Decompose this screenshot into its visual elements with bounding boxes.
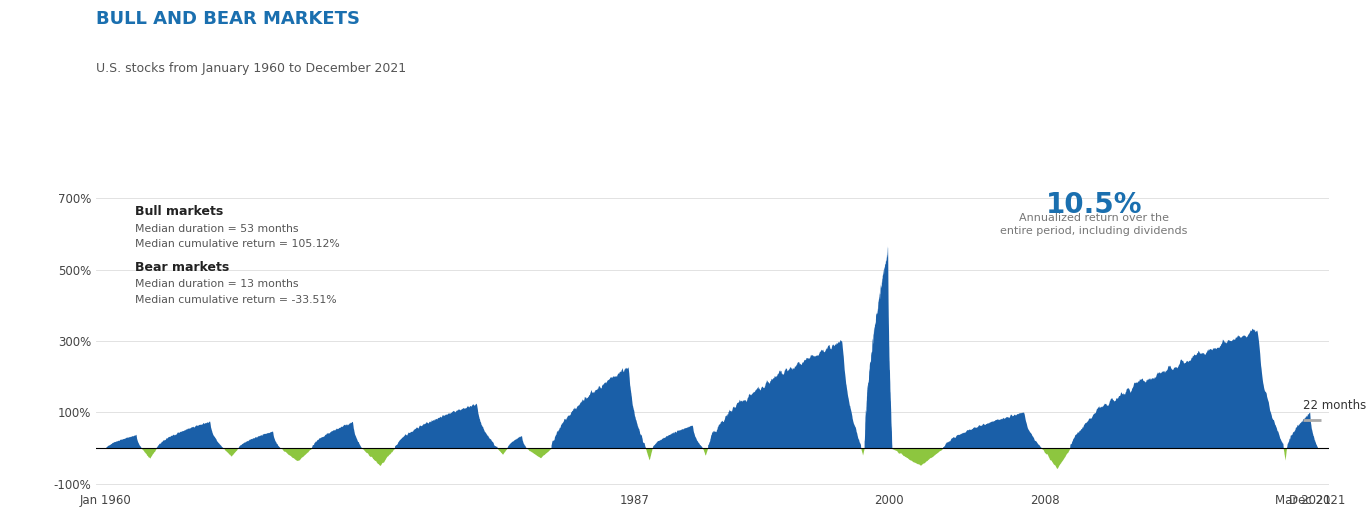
Text: Median cumulative return = 105.12%: Median cumulative return = 105.12% xyxy=(136,239,340,249)
Text: Bear markets: Bear markets xyxy=(136,261,229,273)
Text: BULL AND BEAR MARKETS: BULL AND BEAR MARKETS xyxy=(96,10,360,28)
Text: 10.5%: 10.5% xyxy=(1045,191,1143,219)
Text: 22 months: 22 months xyxy=(1303,400,1366,413)
Text: Median cumulative return = -33.51%: Median cumulative return = -33.51% xyxy=(136,295,337,304)
Text: Median duration = 13 months: Median duration = 13 months xyxy=(136,279,299,289)
Text: Median duration = 53 months: Median duration = 53 months xyxy=(136,224,299,234)
Text: Annualized return over the: Annualized return over the xyxy=(1019,213,1169,223)
Text: U.S. stocks from January 1960 to December 2021: U.S. stocks from January 1960 to Decembe… xyxy=(96,62,406,75)
Text: entire period, including dividends: entire period, including dividends xyxy=(1000,226,1188,236)
Text: Bull markets: Bull markets xyxy=(136,205,223,218)
